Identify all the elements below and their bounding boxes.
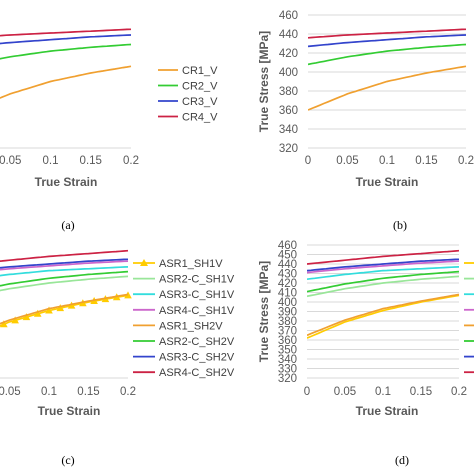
y-tick-label: 440 [279,29,298,41]
y-tick-label: 440 [278,259,297,271]
panel-label: (b) [393,218,407,232]
panel-label: (c) [61,453,74,467]
legend-label: CR4_V [182,112,218,124]
x-tick-label: 0.2 [123,155,139,167]
chart-panel-b: 320 340 360 380 400 420 440 460 True Stress [MPa… [257,10,474,232]
y-axis-title: True Stress [MPa] [257,31,271,132]
series-line-7 [307,258,460,272]
triangle-marker [56,304,65,312]
legend-label: CR3_V [182,96,218,108]
y-tick-label: 400 [278,297,297,309]
legend-label: ASR4-C_SH1V [159,305,235,317]
legend-label: CR1_V [182,65,218,77]
x-tick-label: 0 [305,155,311,167]
y-tick-label: 420 [278,278,297,290]
triangle-marker [11,316,19,324]
y-axis-title: True Stress [MPa] [257,261,271,362]
x-axis-title: True Strain [38,404,101,418]
panel-label: (a) [61,218,74,232]
x-tick-label: 0.1 [375,386,391,398]
series-line-asr1-sh2v [0,293,129,325]
series-line-asr4-c-sh1v [0,260,129,271]
chart-panel-a: 0.05 0.1 0.15 0.2 True Strain CR1_V CR2_V CR3_V… [0,28,218,232]
series-line-1 [308,65,467,111]
legend-marker [140,259,148,266]
y-tick-label: 360 [279,105,298,117]
y-tick-label: 340 [278,354,297,366]
series-line-asr3-c-sh1v [0,266,129,277]
y-tick-label: 360 [278,335,297,347]
triangle-marker [45,306,53,314]
legend-label: ASR2-C_SH1V [159,274,235,286]
legend-label: ASR3-C_SH1V [159,289,235,301]
chart-panel-d: 3203303403503603703803904004104204304404… [257,240,474,467]
series-line-4 [307,260,460,274]
legend-label: ASR4-C_SH2V [159,367,235,379]
triangle-marker [22,313,31,321]
legend-label: ASR1_SH2V [159,320,223,332]
x-tick-label: 0.05 [334,386,356,398]
series-line-cr4-v [0,28,132,37]
series-line-1 [307,294,460,339]
series-line-cr2-v [0,43,132,60]
series-line-2 [308,43,467,66]
y-tick-label: 380 [279,86,298,98]
y-tick-label: 460 [278,240,297,252]
x-axis-title: True Strain [35,175,98,189]
series-line-2 [307,275,460,298]
y-tick-label: 320 [278,373,297,385]
series-line-asr2-c-sh2v [0,270,129,287]
series-line-cr1-v [0,65,132,99]
x-tick-label: 0.05 [0,155,21,167]
x-tick-label: 0.1 [379,155,395,167]
series-line-asr2-c-sh1v [0,275,129,292]
series-line-8 [307,249,460,265]
legend-label: ASR3-C_SH2V [159,352,235,364]
x-tick-label: 0.15 [410,386,432,398]
x-tick-label: 0.05 [336,155,358,167]
y-tick-label: 370 [278,326,297,338]
x-tick-label: 0 [304,386,310,398]
y-tick-label: 390 [278,307,297,319]
x-tick-label: 0.2 [458,155,474,167]
x-tick-label: 0.2 [451,386,467,398]
y-tick-label: 380 [278,316,297,328]
y-tick-label: 330 [278,364,297,376]
series-line-3 [308,34,467,48]
series-line-4 [308,28,467,39]
y-tick-label: 460 [279,10,298,22]
y-tick-label: 320 [279,143,298,155]
legend-label: ASR1_SH1V [159,258,223,270]
series-line-cr3-v [0,34,132,45]
y-tick-label: 350 [278,345,297,357]
x-tick-label: 0.15 [80,155,102,167]
y-tick-label: 450 [278,250,297,262]
triangle-marker [0,320,8,328]
triangle-marker [33,309,42,317]
x-axis-title: True Strain [356,175,419,189]
y-tick-label: 340 [279,124,298,136]
x-tick-label: 0.1 [41,386,57,398]
legend-label: CR2_V [182,81,218,93]
series-line-asr4-c-sh2v [0,249,129,262]
chart-panel-c: 0.05 0.1 0.15 0.2 True Strain ASR1_SH1V ASR2-C… [0,249,235,467]
y-tick-label: 400 [279,67,298,79]
y-tick-label: 430 [278,269,297,281]
y-tick-label: 420 [279,48,298,60]
x-tick-label: 0.1 [43,155,59,167]
series-line-5 [307,293,460,337]
x-tick-label: 0.15 [77,386,99,398]
x-tick-label: 0.15 [415,155,437,167]
series-line-3 [307,266,460,281]
x-tick-label: 0.2 [120,386,136,398]
y-tick-label: 410 [278,288,297,300]
x-axis-title: True Strain [356,404,419,418]
series-line-asr3-c-sh2v [0,258,129,269]
panel-label: (d) [395,453,409,467]
x-tick-label: 0.05 [0,386,21,398]
legend-label: ASR2-C_SH2V [159,336,235,348]
series-line-6 [307,270,460,293]
